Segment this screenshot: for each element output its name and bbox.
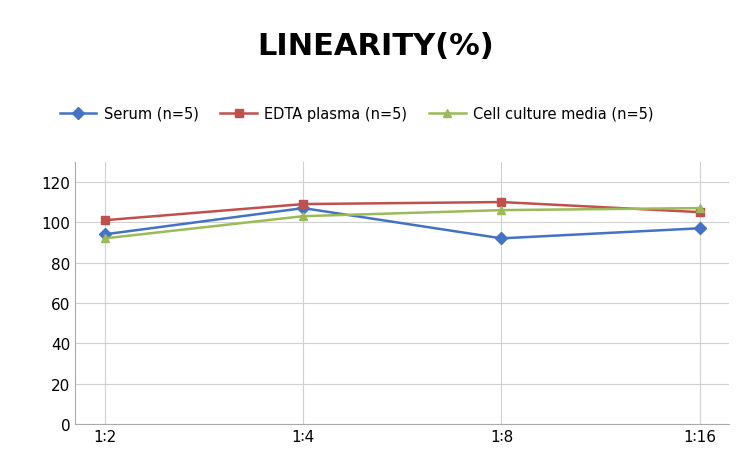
Cell culture media (n=5) bbox=[695, 206, 704, 212]
Serum (n=5) bbox=[497, 236, 506, 242]
Line: Serum (n=5): Serum (n=5) bbox=[101, 204, 704, 243]
EDTA plasma (n=5) bbox=[695, 210, 704, 216]
Serum (n=5) bbox=[695, 226, 704, 231]
EDTA plasma (n=5) bbox=[299, 202, 308, 207]
EDTA plasma (n=5) bbox=[497, 200, 506, 205]
Serum (n=5) bbox=[101, 232, 110, 238]
Cell culture media (n=5) bbox=[101, 236, 110, 242]
Line: EDTA plasma (n=5): EDTA plasma (n=5) bbox=[101, 198, 704, 225]
Line: Cell culture media (n=5): Cell culture media (n=5) bbox=[101, 204, 704, 243]
Legend: Serum (n=5), EDTA plasma (n=5), Cell culture media (n=5): Serum (n=5), EDTA plasma (n=5), Cell cul… bbox=[60, 106, 653, 121]
Cell culture media (n=5) bbox=[497, 208, 506, 213]
Serum (n=5) bbox=[299, 206, 308, 212]
Text: LINEARITY(%): LINEARITY(%) bbox=[258, 32, 494, 60]
Cell culture media (n=5) bbox=[299, 214, 308, 219]
EDTA plasma (n=5) bbox=[101, 218, 110, 223]
